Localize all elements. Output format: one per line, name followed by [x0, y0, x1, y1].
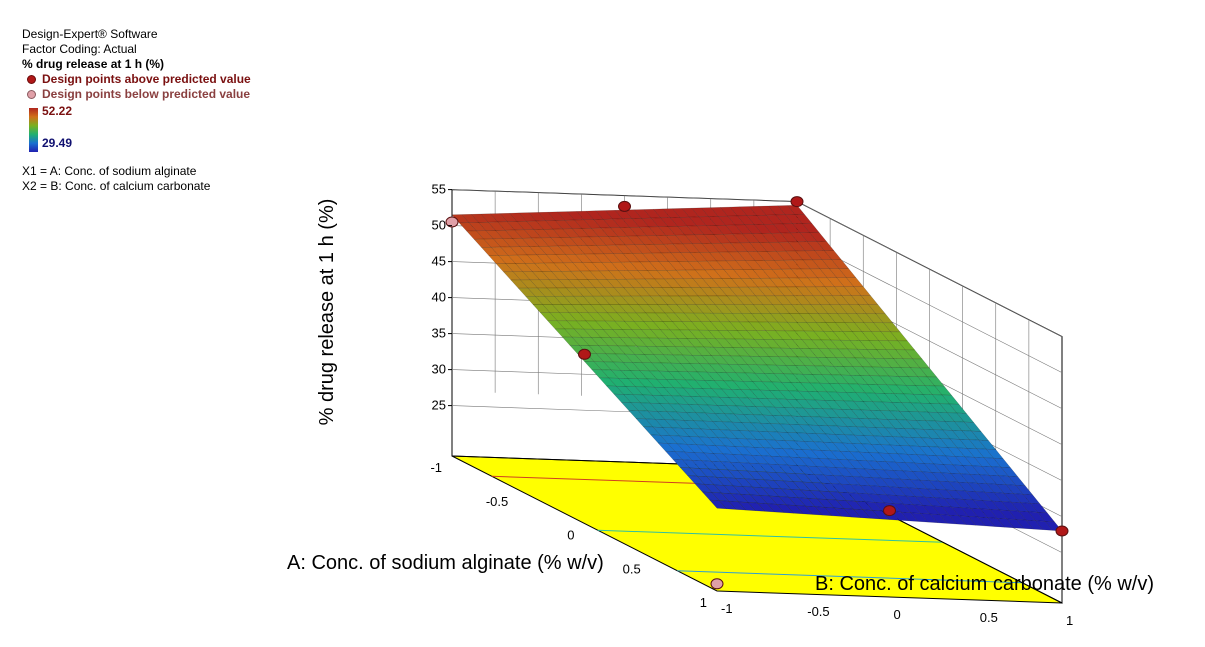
surface-cell — [833, 507, 852, 518]
floor-contour — [597, 529, 943, 543]
response-label: % drug release at 1 h (%) — [22, 57, 165, 71]
z-tick-label: 30 — [432, 362, 446, 377]
surface-cell — [852, 508, 871, 519]
below-point-icon — [27, 90, 36, 99]
ticks-layer: 25 30 35 40 45 50 55 -1 -0.5 0 0.5 1 -1 -0.5 0 0.5 1 — [430, 182, 1073, 628]
z-tick-label: 25 — [432, 398, 446, 413]
b-tick-label: 0 — [894, 607, 901, 622]
b-tick-label: 1 — [1066, 613, 1073, 628]
surface-layer — [451, 204, 1063, 532]
surface-cell — [996, 518, 1015, 529]
b-tick-label: -1 — [721, 601, 733, 616]
legend: Design-Expert® Software Factor Coding: A… — [22, 27, 251, 194]
design-point-5 — [883, 505, 896, 517]
surface-cell — [948, 515, 967, 525]
a-tick-label: 1 — [700, 595, 707, 610]
surface-cell — [747, 502, 766, 512]
surface-cell — [737, 501, 756, 511]
surface-cell — [862, 509, 881, 520]
b-tick-label: 0.5 — [980, 610, 998, 625]
surface-cell — [824, 507, 843, 517]
surface-cell — [1006, 518, 1025, 529]
surface-cell — [939, 514, 958, 525]
factor-coding-label: Factor Coding: Actual — [22, 42, 137, 56]
design-point-2 — [790, 196, 804, 208]
x2-definition: X2 = B: Conc. of calcium carbonate — [22, 179, 211, 193]
design-point-6 — [1055, 525, 1069, 537]
x1-definition: X1 = A: Conc. of sodium alginate — [22, 164, 197, 178]
design-point-1 — [618, 200, 631, 212]
b-axis-title: B: Conc. of calcium carbonate (% w/v) — [815, 573, 1154, 595]
design-point-4 — [710, 578, 724, 590]
above-label: Design points above predicted value — [42, 72, 251, 86]
z-tick-label: 50 — [432, 218, 446, 233]
z-tick-label: 35 — [432, 326, 446, 341]
floor-contour — [677, 570, 1023, 584]
a-tick-label: -1 — [430, 460, 442, 475]
software-label: Design-Expert® Software — [22, 27, 158, 41]
color-scale: 52.22 29.49 — [22, 104, 251, 152]
color-scale-bar — [29, 108, 38, 152]
a-tick-label: 0.5 — [623, 561, 641, 576]
b-tick-label: -0.5 — [807, 604, 829, 619]
surface-cell — [766, 503, 785, 513]
z-tick-label: 55 — [432, 182, 446, 197]
z-axis-title: % drug release at 1 h (%) — [316, 199, 338, 426]
below-label: Design points below predicted value — [42, 87, 251, 101]
a-tick-label: 0 — [567, 528, 574, 543]
design-point-3 — [578, 348, 591, 360]
color-scale-min: 29.49 — [42, 136, 73, 150]
legend-below: Design points below predicted value — [22, 87, 251, 102]
surface-cell — [910, 512, 929, 523]
surface-cell — [795, 505, 814, 515]
points-layer — [445, 196, 1069, 590]
color-scale-max: 52.22 — [42, 104, 73, 118]
above-point-icon — [27, 75, 36, 84]
z-tick-label: 45 — [432, 254, 446, 269]
z-tick-label: 40 — [432, 290, 446, 305]
a-axis-title: A: Conc. of sodium alginate (% w/v) — [287, 552, 604, 574]
surface-cell — [967, 516, 986, 527]
design-point-0 — [445, 216, 459, 228]
surface-cell — [891, 511, 910, 522]
surface-cell — [709, 499, 728, 510]
legend-above: Design points above predicted value — [22, 72, 251, 87]
surface-cell — [920, 513, 938, 523]
surface-cell — [718, 500, 737, 510]
surface-cell — [977, 516, 996, 527]
surface-cell — [776, 504, 795, 514]
surface-cell — [805, 505, 823, 516]
a-tick-label: -0.5 — [486, 494, 508, 509]
